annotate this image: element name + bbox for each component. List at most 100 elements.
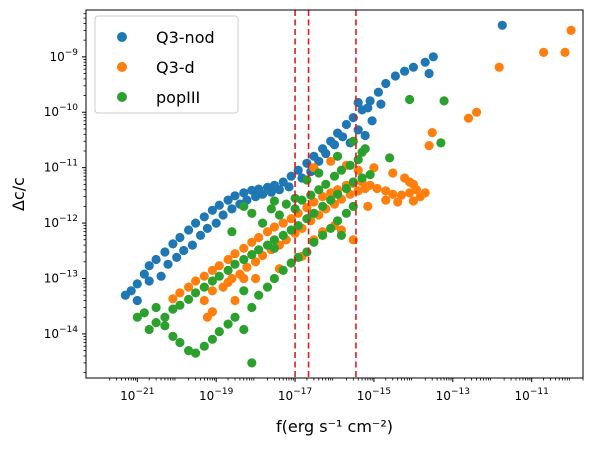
- y-tick-label: 10−11: [44, 159, 78, 175]
- point-popiii: [293, 252, 303, 262]
- legend-marker-q3-nod: [117, 32, 127, 42]
- point-q3-d: [184, 282, 194, 292]
- point-q3-d: [199, 271, 209, 281]
- point-q3-d: [405, 188, 415, 198]
- point-q3-nod: [408, 62, 418, 72]
- point-q3-d: [207, 265, 217, 275]
- point-popiii: [199, 282, 209, 292]
- point-q3-d: [191, 276, 201, 286]
- point-q3-d: [269, 222, 279, 232]
- point-popiii: [223, 265, 233, 275]
- point-q3-d: [424, 141, 434, 151]
- point-q3-nod: [373, 87, 383, 97]
- point-q3-d: [239, 273, 249, 284]
- point-q3-d: [353, 165, 363, 175]
- point-popiii: [309, 208, 319, 218]
- point-q3-d: [381, 186, 391, 196]
- point-popiii: [254, 245, 264, 255]
- point-q3-d: [230, 249, 240, 259]
- point-q3-nod: [132, 295, 142, 306]
- point-q3-d: [326, 188, 336, 198]
- point-popiii: [269, 196, 279, 206]
- point-q3-d: [254, 232, 264, 243]
- point-q3-nod: [184, 225, 194, 235]
- point-q3-d: [388, 189, 398, 199]
- point-q3-nod: [168, 239, 178, 249]
- point-q3-nod: [230, 191, 240, 201]
- point-popiii: [184, 346, 194, 356]
- point-q3-nod: [126, 286, 136, 296]
- x-tick-label: 10−11: [515, 387, 549, 403]
- point-q3-d: [286, 214, 296, 224]
- y-tick-label: 10−13: [44, 269, 78, 285]
- point-popiii: [247, 302, 257, 313]
- point-popiii: [266, 204, 276, 214]
- point-q3-nod: [132, 279, 142, 289]
- y-tick-label: 10−14: [44, 325, 79, 341]
- point-q3-nod: [151, 254, 161, 265]
- point-popiii: [341, 208, 351, 218]
- point-popiii: [247, 358, 257, 368]
- point-popiii: [365, 170, 375, 180]
- point-popiii: [290, 204, 300, 214]
- legend-label-popiii: popIII: [156, 88, 200, 107]
- point-popiii: [258, 218, 268, 228]
- legend-label-q3-d: Q3-d: [156, 58, 195, 77]
- point-popiii: [333, 151, 343, 161]
- point-q3-nod: [381, 78, 391, 89]
- x-tick-label: 10−13: [436, 387, 470, 403]
- point-popiii: [144, 324, 154, 335]
- point-popiii: [326, 195, 336, 205]
- point-popiii: [321, 179, 331, 189]
- point-q3-d: [566, 25, 576, 35]
- point-popiii: [309, 237, 319, 247]
- point-popiii: [278, 265, 288, 275]
- point-popiii: [286, 225, 296, 235]
- y-axis-ticks: 10−14 10−13 10−12 10−11 10−10 10−9: [44, 13, 86, 374]
- point-popiii: [269, 243, 279, 253]
- point-q3-nod: [251, 192, 261, 202]
- point-popiii: [239, 254, 249, 265]
- point-q3-nod: [218, 210, 228, 220]
- point-popiii: [175, 337, 185, 348]
- point-popiii: [329, 171, 340, 181]
- point-q3-nod: [274, 185, 284, 195]
- point-popiii: [405, 94, 415, 105]
- point-popiii: [139, 308, 149, 318]
- point-popiii: [302, 175, 312, 185]
- point-popiii: [262, 282, 273, 292]
- x-tick-label: 10−17: [278, 387, 312, 403]
- point-q3-nod: [258, 189, 268, 199]
- plot-frame: [85, 9, 584, 379]
- point-q3-nod: [144, 261, 154, 271]
- point-q3-d: [223, 254, 233, 265]
- x-axis-ticks: 10−21 10−19 10−17 10−15 10−13 10−11: [109, 378, 584, 403]
- point-q3-nod: [172, 252, 182, 262]
- point-q3-d: [539, 47, 549, 58]
- point-popiii: [227, 227, 237, 237]
- x-tick-label: 10−15: [357, 387, 391, 403]
- point-q3-nod: [191, 218, 201, 228]
- point-popiii: [281, 199, 291, 209]
- point-popiii: [326, 223, 336, 233]
- point-q3-nod: [400, 66, 410, 76]
- point-q3-nod: [202, 223, 212, 233]
- point-popiii: [160, 321, 170, 331]
- point-q3-nod: [424, 68, 434, 79]
- point-popiii: [297, 195, 307, 205]
- point-q3-nod: [239, 188, 249, 198]
- point-popiii: [341, 183, 351, 194]
- point-q3-nod: [341, 119, 351, 130]
- point-q3-nod: [223, 195, 233, 205]
- point-q3-nod: [144, 276, 154, 286]
- point-q3-d: [318, 192, 328, 202]
- point-q3-d: [247, 237, 257, 247]
- point-q3-nod: [187, 240, 197, 250]
- point-popiii: [262, 240, 273, 250]
- point-popiii: [207, 334, 217, 344]
- point-popiii: [302, 247, 312, 257]
- point-q3-nod: [376, 99, 386, 109]
- point-q3-d: [360, 183, 370, 194]
- point-q3-d: [278, 218, 288, 228]
- point-q3-nod: [497, 20, 507, 30]
